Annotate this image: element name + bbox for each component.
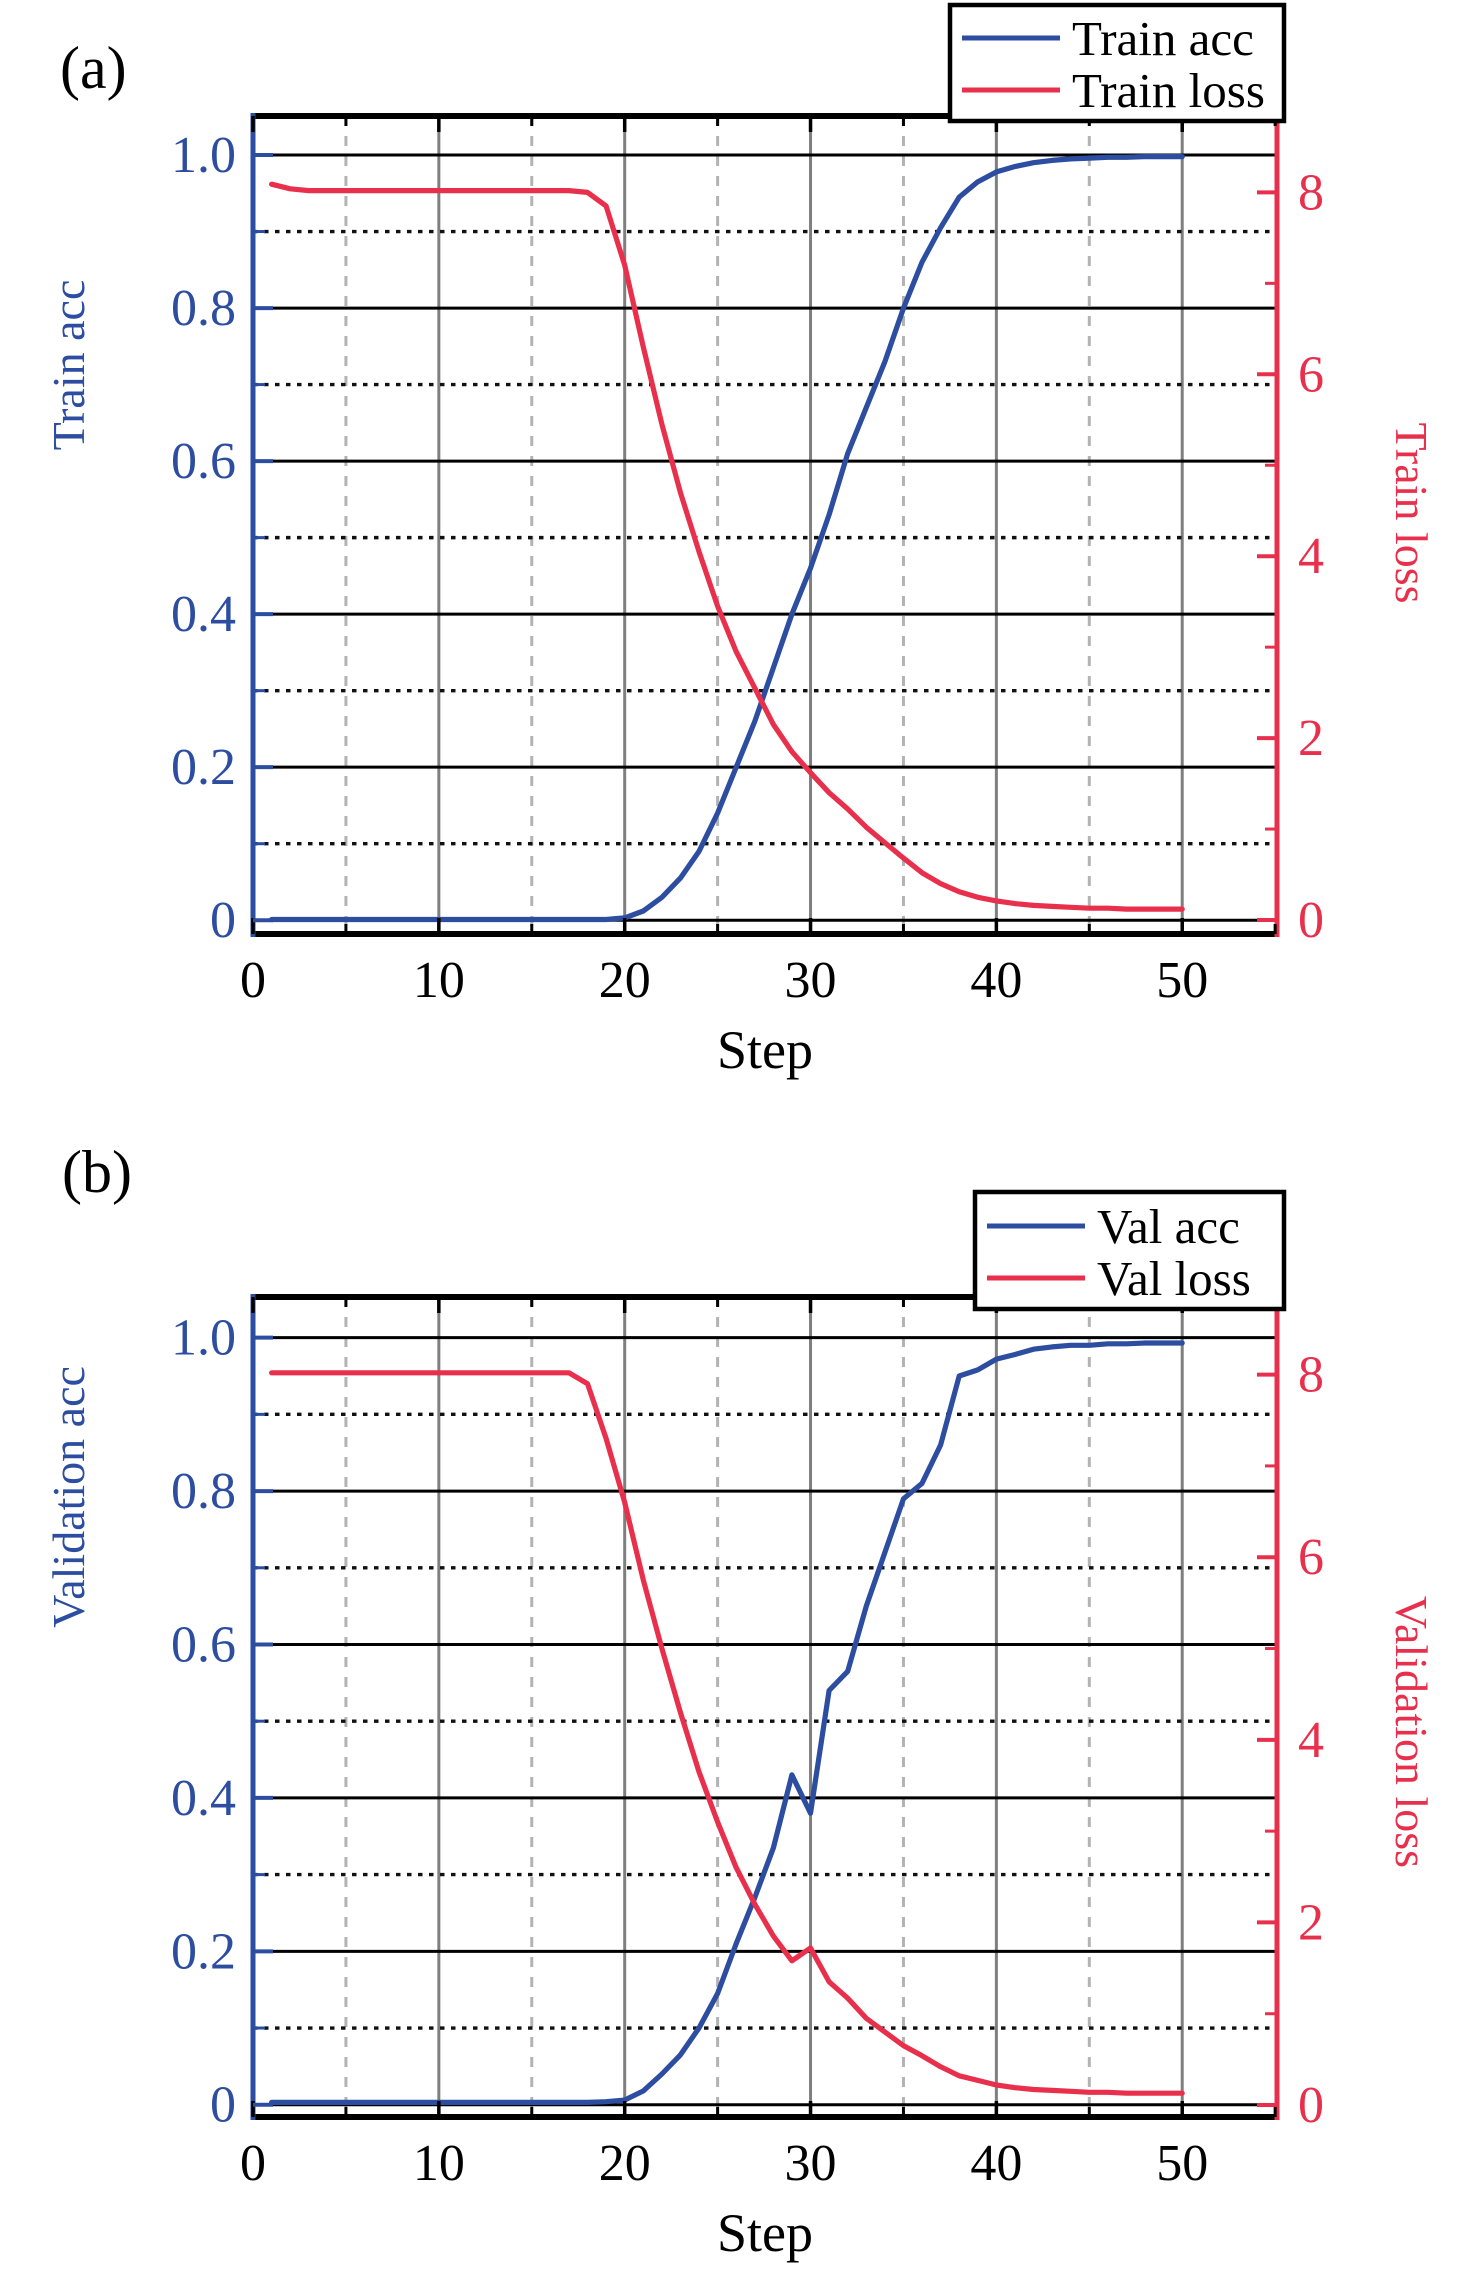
legend-label-train-acc: Train acc <box>1072 11 1254 66</box>
panel-a-right-tick-label-2: 2 <box>1298 710 1324 767</box>
panel-a-x-tick-label-30: 30 <box>785 952 837 1009</box>
panel-b-x-axis-label: Step <box>717 2203 813 2263</box>
panel-b-left-tick-label-0.8: 0.8 <box>171 1463 236 1520</box>
panel-b-x-tick-label-0: 0 <box>240 2135 266 2192</box>
panel-a-right-axis-label: Train loss <box>1386 422 1437 603</box>
panel-a-line-train-loss <box>269 181 1185 912</box>
panel-b-legend <box>972 1189 1287 1312</box>
panel-a-left-tick-label-0.2: 0.2 <box>171 739 236 796</box>
panel-a-left-tick-label-0.6: 0.6 <box>171 433 236 490</box>
panel-a-x-tick-label-0: 0 <box>240 952 266 1009</box>
panel-b-x-tick-label-10: 10 <box>413 2135 465 2192</box>
panel-b-right-tick-label-6: 6 <box>1298 1529 1324 1586</box>
legend-label-val-loss: Val loss <box>1097 1251 1251 1306</box>
panel-b-x-tick-label-20: 20 <box>599 2135 651 2192</box>
panel-b-left-tick-label-1.0: 1.0 <box>171 1310 236 1367</box>
panel-a-x-tick-label-40: 40 <box>970 952 1022 1009</box>
panel-b-left-tick-label-0: 0 <box>210 2077 236 2134</box>
panel-b-right-axis-label: Validation loss <box>1386 1596 1437 1868</box>
panel-a-x-axis-label: Step <box>717 1020 813 1080</box>
panel-a-right-tick-label-8: 8 <box>1298 164 1324 221</box>
panel-a-left-tick-label-0: 0 <box>210 892 236 949</box>
panel-b-right-tick-label-4: 4 <box>1298 1712 1324 1769</box>
panel-a-x-tick-label-20: 20 <box>599 952 651 1009</box>
panel-a-x-tick-label-50: 50 <box>1156 952 1208 1009</box>
panel-label-b: (b) <box>62 1139 132 1205</box>
panel-b-right-tick-label-8: 8 <box>1298 1347 1324 1404</box>
panel-a-line-train-acc <box>269 154 1185 923</box>
panel-b-right-tick-label-0: 0 <box>1298 2077 1324 2134</box>
panel-a-right-tick-label-6: 6 <box>1298 346 1324 403</box>
legend-label-train-loss: Train loss <box>1072 63 1265 118</box>
panel-a-left-tick-label-1.0: 1.0 <box>171 127 236 184</box>
panel-b-right-tick-label-2: 2 <box>1298 1894 1324 1951</box>
panel-b-line-val-loss <box>269 1370 1185 2096</box>
panel-b-left-tick-label-0.6: 0.6 <box>171 1616 236 1673</box>
panel-b-left-tick-label-0.4: 0.4 <box>171 1770 236 1827</box>
panel-b-x-tick-label-40: 40 <box>970 2135 1022 2192</box>
panel-a-left-axis-label: Train acc <box>43 280 94 451</box>
panel-a-right-tick-label-4: 4 <box>1298 528 1324 585</box>
panel-b-x-tick-label-30: 30 <box>785 2135 837 2192</box>
panel-b-line-val-acc <box>269 1340 1185 2105</box>
panel-a-x-tick-label-10: 10 <box>413 952 465 1009</box>
panel-b-left-axis-label: Validation acc <box>43 1366 94 1628</box>
panel-a-right-tick-label-0: 0 <box>1298 892 1324 949</box>
panel-a: 0 0.2 0.4 0.6 0.8 1.0 0 2 4 6 8 0 10 20 30 40 50 Step Trai… <box>43 2 1437 1080</box>
panel-a-left-tick-label-0.4: 0.4 <box>171 586 236 643</box>
panel-b: 0 0.2 0.4 0.6 0.8 1.0 0 2 4 6 8 0 10 20 30 40 50 Step Vali… <box>43 1139 1437 2263</box>
panel-a-legend <box>947 2 1287 124</box>
panel-label-a: (a) <box>60 35 127 101</box>
panel-a-left-tick-label-0.8: 0.8 <box>171 280 236 337</box>
legend-label-val-acc: Val acc <box>1097 1199 1240 1254</box>
panel-b-left-tick-label-0.2: 0.2 <box>171 1923 236 1980</box>
panel-b-x-tick-label-50: 50 <box>1156 2135 1208 2192</box>
